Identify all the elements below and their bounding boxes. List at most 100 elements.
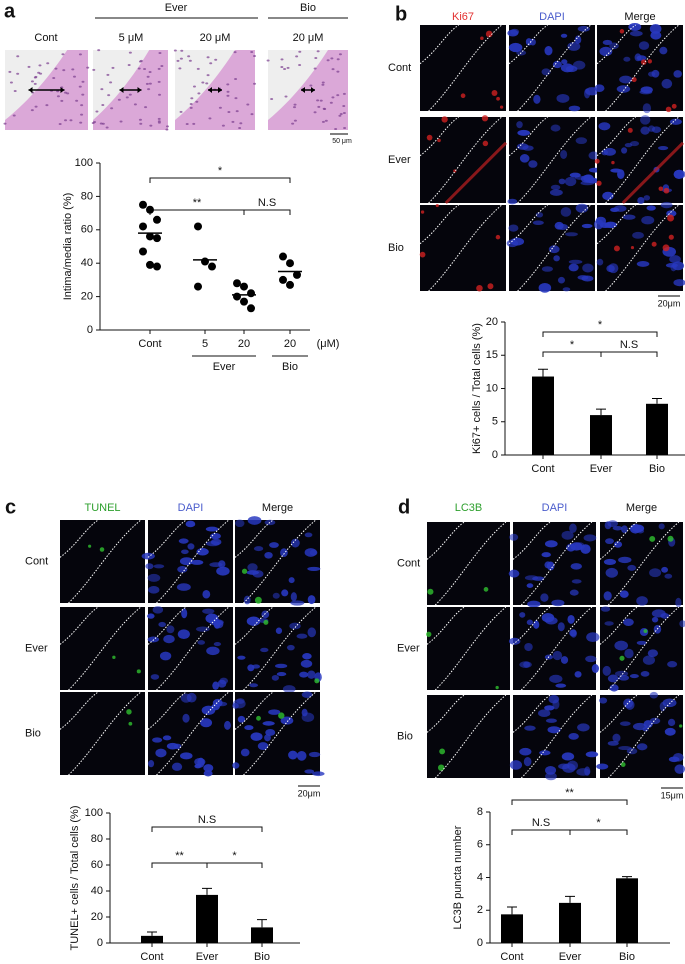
nucleus <box>508 569 520 578</box>
data-point <box>247 304 255 313</box>
nucleus <box>117 98 121 101</box>
nucleus <box>157 67 161 70</box>
nucleus <box>508 42 523 53</box>
signal <box>613 245 620 252</box>
nucleus <box>280 548 288 558</box>
image-bg <box>600 695 683 778</box>
nucleus <box>237 715 246 723</box>
micrograph <box>147 606 233 691</box>
nucleus <box>509 760 523 770</box>
nucleus <box>58 122 62 125</box>
nucleus <box>206 646 220 656</box>
row-label: Bio <box>25 727 41 739</box>
nucleus <box>45 104 49 107</box>
nucleus <box>157 121 161 124</box>
significance-bracket <box>149 177 291 183</box>
signal <box>491 90 498 96</box>
x-tick-label: Bio <box>619 951 635 963</box>
nucleus <box>127 63 131 66</box>
micrograph <box>234 516 321 606</box>
boundary <box>434 694 507 779</box>
nucleus <box>226 94 230 97</box>
data-point <box>201 257 209 266</box>
nucleus <box>540 593 549 602</box>
micrograph <box>508 521 597 608</box>
data-point <box>139 200 147 209</box>
nucleus <box>250 113 254 116</box>
nucleus <box>545 718 557 723</box>
nucleus <box>586 632 600 643</box>
nucleus <box>271 674 279 681</box>
nucleus <box>667 661 678 668</box>
nucleus <box>313 67 317 70</box>
significance-bracket <box>600 351 658 357</box>
nucleus <box>235 519 245 528</box>
nucleus <box>609 42 619 50</box>
nucleus <box>509 533 519 541</box>
nucleus <box>214 620 224 629</box>
significance-label: * <box>598 319 603 331</box>
nucleus <box>246 570 260 575</box>
nucleus <box>603 558 617 565</box>
nucleus <box>569 172 581 178</box>
nucleus <box>101 104 105 107</box>
nucleus <box>280 65 284 68</box>
nucleus <box>298 50 302 53</box>
nucleus <box>342 104 346 107</box>
nucleus <box>647 649 659 658</box>
nucleus <box>657 145 669 151</box>
nucleus <box>146 75 150 78</box>
nucleus <box>557 622 565 632</box>
error-bar <box>202 887 212 895</box>
error-bar <box>538 368 548 377</box>
nucleus <box>139 122 143 125</box>
micrograph <box>59 606 145 691</box>
nucleus <box>547 726 561 734</box>
signal <box>112 655 116 659</box>
micrograph <box>232 691 325 777</box>
nucleus <box>197 640 206 645</box>
nucleus <box>336 70 340 73</box>
data-point <box>279 275 287 284</box>
nucleus <box>321 120 325 123</box>
data-point <box>233 292 241 301</box>
signal <box>647 59 652 64</box>
nucleus <box>264 734 271 742</box>
boundary <box>520 606 593 691</box>
nucleus <box>145 563 154 570</box>
y-tick-label: 0 <box>492 449 498 461</box>
group-label: Ever <box>213 361 236 373</box>
nucleus <box>588 151 599 160</box>
nucleus <box>148 760 155 768</box>
micrograph <box>419 203 506 292</box>
micrograph <box>419 24 506 112</box>
error-bar <box>622 876 632 879</box>
nucleus <box>575 203 589 213</box>
nucleus <box>565 232 578 237</box>
signal <box>665 106 672 113</box>
panel-letter: d <box>398 496 410 518</box>
boundary <box>520 521 593 606</box>
nucleus <box>625 699 635 710</box>
nucleus <box>272 592 280 599</box>
nucleus <box>300 659 313 668</box>
boundary <box>243 606 317 691</box>
micrograph <box>508 606 600 691</box>
boundary <box>512 694 551 733</box>
nucleus <box>640 115 651 125</box>
panel-letter: b <box>395 3 407 25</box>
nucleus <box>583 174 594 183</box>
nucleus <box>642 727 649 732</box>
signal <box>419 251 426 258</box>
nucleus <box>338 114 342 117</box>
nucleus <box>216 566 230 576</box>
nucleus <box>545 765 557 775</box>
nucleus <box>554 221 564 230</box>
nucleus <box>602 665 611 676</box>
nucleus <box>544 46 553 56</box>
nucleus <box>624 143 633 148</box>
micrograph <box>141 519 233 604</box>
y-tick-label: 40 <box>91 885 103 897</box>
data-point <box>146 205 154 214</box>
nucleus <box>304 532 313 538</box>
